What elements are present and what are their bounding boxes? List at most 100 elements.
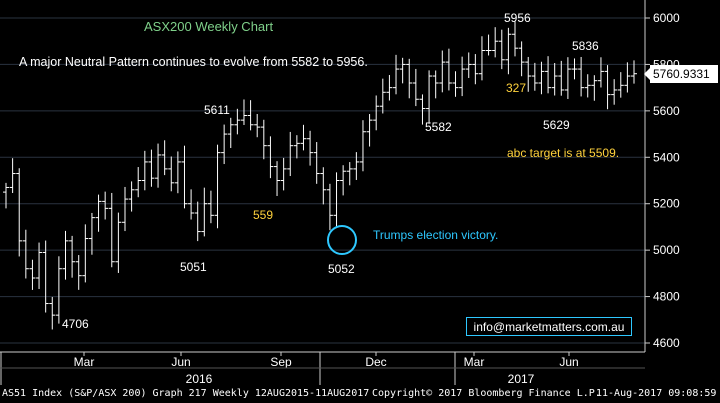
election-circle-marker (327, 225, 357, 255)
ohlc-bar (578, 56, 585, 97)
year-label: 2017 (508, 372, 535, 385)
ohlc-bar (227, 117, 234, 148)
ohlc-bar (214, 144, 221, 229)
chart-title: ASX200 Weekly Chart (144, 19, 273, 34)
footer-copyright: Copyright© 2017 Bloomberg Finance L.P. (372, 388, 601, 399)
ohlc-bar (419, 94, 426, 125)
ohlc-bar (115, 212, 122, 273)
y-tick-label: 4800 (653, 290, 680, 304)
ohlc-bar (359, 120, 366, 172)
x-tick-label: Jun (171, 355, 190, 369)
price-bars (3, 21, 637, 330)
ohlc-bar (267, 136, 274, 179)
ohlc-bar (36, 242, 43, 289)
annotation-label: 5052 (328, 262, 355, 276)
ohlc-bar (102, 191, 109, 220)
annotation-label: 5051 (180, 260, 207, 274)
ohlc-bar (75, 255, 82, 290)
annotation-label: abc target is at 5509. (507, 146, 619, 160)
ohlc-bar (379, 78, 386, 114)
ohlc-bar (168, 156, 175, 192)
ohlc-bar (604, 65, 611, 110)
ohlc-bar (551, 63, 558, 96)
year-label: 2016 (186, 372, 213, 385)
annotation-label: 5582 (425, 120, 452, 134)
ohlc-bar (373, 95, 380, 131)
ohlc-bar (452, 71, 459, 97)
ohlc-bar (518, 41, 525, 77)
ohlc-bar (346, 162, 353, 186)
ohlc-bar (247, 100, 254, 131)
watermark-email: info@marketmatters.com.au (466, 317, 632, 336)
chart-subtitle: A major Neutral Pattern continues to evo… (19, 55, 368, 69)
y-tick-label: 5000 (653, 243, 680, 257)
ohlc-bar (505, 27, 512, 75)
ohlc-bar (406, 58, 413, 99)
ohlc-bar (135, 167, 142, 198)
ohlc-bar (62, 230, 69, 280)
ohlc-bar (3, 182, 9, 209)
ohlc-bar (141, 150, 148, 191)
ohlc-bar (95, 194, 102, 232)
ohlc-bar (16, 168, 23, 257)
ohlc-bar (234, 108, 241, 135)
ohlc-bar (188, 189, 195, 220)
ohlc-bar (320, 167, 327, 205)
ohlc-bar (366, 114, 373, 147)
ohlc-bar (558, 60, 565, 96)
x-tick-label: Sep (270, 355, 292, 369)
ohlc-bar (280, 157, 287, 191)
ohlc-bar (478, 36, 485, 81)
x-axis: Mar Jun Sep Dec Mar Jun 2016 2017 (0, 351, 645, 385)
ohlc-bar (571, 58, 578, 80)
ohlc-bar (564, 57, 571, 99)
ohlc-bar (545, 56, 552, 94)
x-tick-label: Dec (365, 355, 386, 369)
ohlc-bar (624, 62, 631, 93)
annotation-label: 559 (253, 208, 273, 222)
ohlc-bar (307, 130, 314, 166)
x-tick-label: Mar (464, 355, 485, 369)
ohlc-bar (525, 56, 532, 92)
ohlc-bar (617, 72, 624, 98)
ohlc-bar (9, 158, 16, 194)
annotations: ASX200 Weekly Chart A major Neutral Patte… (19, 11, 619, 331)
ohlc-bar (88, 212, 95, 255)
ohlc-bar (128, 181, 135, 212)
annotation-label: 5956 (504, 11, 531, 25)
ohlc-bar (240, 99, 247, 126)
ohlc-bar (459, 56, 466, 97)
ohlc-bar (29, 259, 36, 290)
annotation-label: 5629 (543, 118, 570, 132)
ohlc-bar (472, 54, 479, 85)
ohlc-bar (465, 52, 472, 78)
y-tick-label: 6000 (653, 11, 680, 25)
ohlc-bar (22, 229, 29, 279)
ohlc-chart: 46004800500052005400560058006000 MarJunS… (0, 0, 681, 385)
y-tick-label: 5400 (653, 150, 680, 164)
annotation-label: 4706 (62, 317, 89, 331)
ohlc-bar (148, 149, 155, 187)
annotation-label: Trumps election victory. (373, 228, 498, 242)
ohlc-bar (326, 183, 333, 231)
ohlc-bar (512, 21, 519, 57)
ohlc-bar (221, 124, 228, 165)
ohlc-bar (538, 61, 545, 95)
ohlc-bar (631, 60, 637, 84)
ohlc-bar (293, 135, 300, 159)
ohlc-bar (333, 172, 340, 229)
ohlc-bar (274, 161, 281, 196)
bloomberg-footer: AS51 Index (S&P/ASX 200) Graph 217 Weekl… (0, 385, 720, 403)
y-tick-label: 4600 (653, 336, 680, 350)
ohlc-bar (340, 165, 347, 196)
ohlc-bar (399, 57, 406, 84)
ohlc-bar (49, 296, 56, 330)
x-tick-label: Jun (559, 355, 578, 369)
ohlc-bar (426, 70, 433, 124)
annotation-label: 5836 (572, 39, 599, 53)
ohlc-bar (174, 151, 181, 194)
ohlc-bar (393, 54, 400, 95)
ohlc-bar (313, 142, 320, 184)
ohlc-bar (161, 140, 168, 176)
ohlc-bar (287, 131, 294, 177)
